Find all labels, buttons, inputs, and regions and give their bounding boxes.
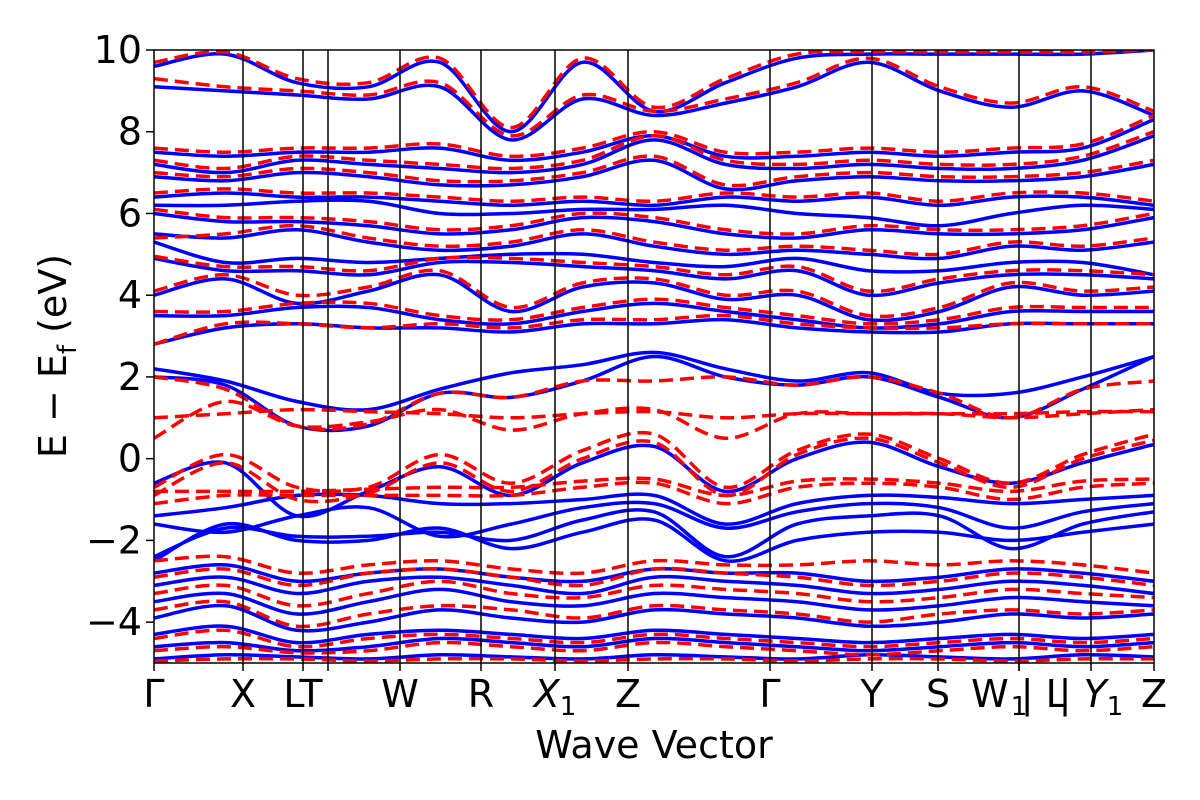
band-line: [154, 198, 1154, 228]
y-tick-label: −2: [86, 518, 142, 562]
x-tick-label: Y: [859, 672, 884, 716]
band-line: [154, 254, 1154, 294]
band-line: [154, 636, 1154, 653]
x-tick-label: Z: [1141, 672, 1167, 716]
band-line: [154, 223, 1154, 257]
x-tick-label: S: [926, 672, 950, 716]
band-line: [154, 350, 1154, 412]
x-tick-label: R: [468, 672, 494, 716]
x-tick-label: Γ: [143, 672, 164, 716]
band-line: [154, 624, 1154, 645]
y-ticks: −4 −2 0 2 4 6 8 10: [86, 28, 154, 644]
band-line: [154, 628, 1154, 649]
y-tick-label: −4: [86, 600, 142, 644]
band-line: [154, 211, 1154, 240]
x-tick-label: W: [381, 672, 419, 716]
y-tick-label: 6: [118, 191, 142, 235]
y-axis-label-unit: (eV): [31, 254, 75, 345]
band-line: [154, 579, 1154, 608]
band-line: [154, 436, 1154, 504]
bands-layer: [154, 50, 1154, 663]
x-tick-label: LT: [283, 672, 323, 716]
x-tick-label: 1: [1011, 692, 1028, 722]
x-tick-label: X: [230, 672, 256, 716]
band-line: [154, 240, 1154, 277]
band-line: [154, 492, 1154, 526]
band-line: [154, 399, 1154, 440]
band-line: [154, 268, 1154, 319]
kpoint-lines: [242, 50, 1092, 663]
y-tick-label: 8: [118, 110, 142, 154]
band-line: [154, 554, 1154, 576]
band-line: [154, 566, 1154, 588]
band-line: [154, 431, 1154, 494]
band-line: [154, 272, 1154, 323]
band-line: [154, 154, 1154, 188]
band-line: [154, 256, 1154, 298]
band-line: [154, 480, 1154, 506]
band-line: [154, 134, 1154, 175]
band-line: [154, 207, 1154, 236]
y-tick-label: 4: [118, 273, 142, 317]
band-line: [154, 60, 1154, 142]
plot-frame: [153, 49, 1155, 664]
band-line: [154, 313, 1154, 346]
y-tick-label: 0: [118, 437, 142, 481]
x-tick-label: W | L: [971, 672, 1067, 717]
y-axis-label: E − Ef (eV): [31, 254, 83, 458]
band-line: [154, 56, 1154, 138]
y-axis-label-main: E − E: [31, 354, 75, 458]
y-tick-label: 10: [94, 28, 142, 72]
band-line: [154, 603, 1154, 633]
band-line: [154, 130, 1154, 171]
band-line: [154, 228, 1154, 261]
y-tick-label: 2: [118, 355, 142, 399]
x-tick-label: Γ: [759, 672, 780, 716]
band-line: [154, 517, 1154, 563]
band-line: [154, 653, 1154, 661]
band-line: [154, 476, 1154, 498]
x-tick-label: X1: [532, 672, 577, 722]
x-ticks: Γ X LT W R X1 Z Γ Y S W | L1 | Y1 Z: [143, 663, 1167, 722]
band-line: [154, 599, 1154, 629]
band-series-blue: [154, 50, 1154, 661]
band-line: [154, 113, 1154, 159]
band-line: [154, 500, 1154, 539]
band-line: [154, 191, 1154, 208]
band-series-red: [154, 50, 1154, 663]
x-tick-label: | Y1: [1059, 672, 1124, 722]
y-axis-label-sub: f: [53, 344, 83, 354]
band-line: [154, 375, 1154, 432]
band-line: [154, 574, 1154, 596]
x-tick-label: Z: [615, 672, 641, 716]
band-line: [154, 508, 1154, 559]
band-line: [154, 440, 1154, 519]
x-axis-label: Wave Vector: [535, 723, 773, 767]
band-line: [154, 587, 1154, 616]
band-line: [154, 297, 1154, 326]
band-line: [154, 301, 1154, 330]
band-line: [154, 158, 1154, 192]
